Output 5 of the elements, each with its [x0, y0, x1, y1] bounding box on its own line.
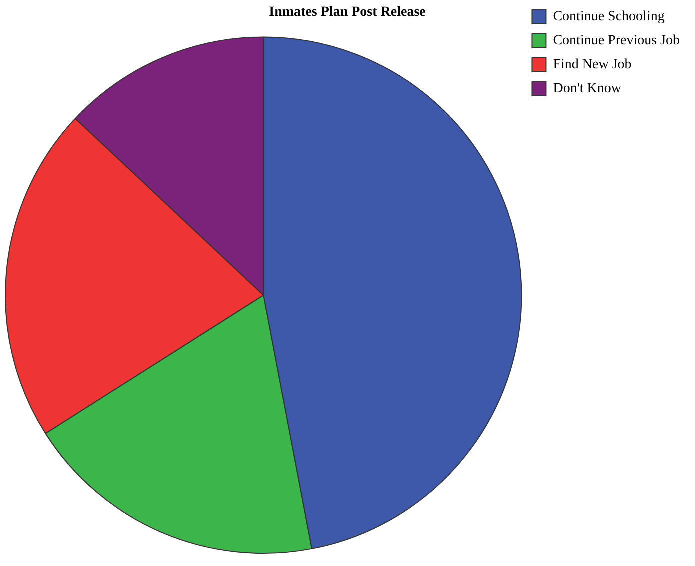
legend-label: Don't Know: [553, 82, 622, 97]
chart-title: Inmates Plan Post Release: [269, 5, 426, 20]
legend-label: Continue Previous Job: [553, 34, 680, 49]
legend-label: Find New Job: [553, 58, 632, 73]
legend-label: Continue Schooling: [553, 10, 665, 25]
